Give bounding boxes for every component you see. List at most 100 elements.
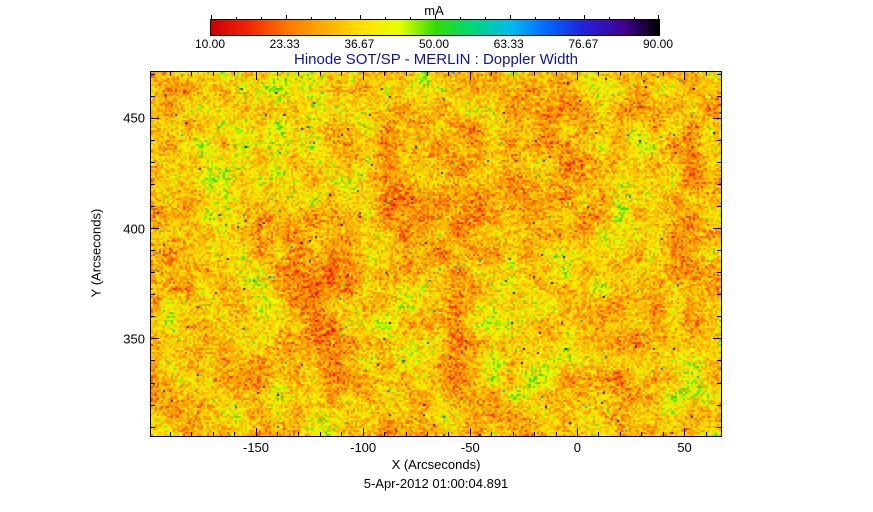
y-minor-tick xyxy=(151,294,155,296)
y-minor-tick xyxy=(717,404,721,406)
y-minor-tick xyxy=(717,161,721,163)
colorbar-minor-tick xyxy=(260,17,262,20)
x-minor-tick xyxy=(512,432,514,436)
x-major-tick xyxy=(362,72,364,80)
x-major-tick xyxy=(469,428,471,436)
x-minor-tick xyxy=(169,432,171,436)
x-minor-tick xyxy=(598,72,600,76)
x-minor-tick xyxy=(619,432,621,436)
x-minor-tick xyxy=(384,72,386,76)
colorbar-major-tick xyxy=(584,15,586,20)
x-minor-tick xyxy=(276,72,278,76)
y-minor-tick xyxy=(717,184,721,185)
x-minor-tick xyxy=(555,432,557,436)
y-minor-tick xyxy=(151,360,155,362)
y-minor-tick xyxy=(151,250,155,252)
x-minor-tick xyxy=(298,432,300,436)
x-minor-tick xyxy=(191,72,193,76)
x-minor-tick xyxy=(641,72,643,76)
y-minor-tick xyxy=(717,250,721,252)
colorbar-tick-label: 36.67 xyxy=(344,37,375,51)
x-minor-tick xyxy=(212,72,214,76)
colorbar-tick-label: 76.67 xyxy=(568,37,599,51)
x-tick-label: -100 xyxy=(350,440,377,455)
colorbar-minor-tick xyxy=(235,17,237,20)
y-minor-tick xyxy=(151,382,155,384)
colorbar-minor-tick xyxy=(385,17,387,20)
colorbar-tick-label: 23.33 xyxy=(269,37,300,51)
x-minor-tick xyxy=(534,432,536,436)
x-minor-tick xyxy=(426,72,428,76)
x-major-tick xyxy=(684,72,686,80)
y-minor-tick xyxy=(717,73,721,75)
y-tick-label: 400 xyxy=(123,221,145,237)
y-major-tick xyxy=(151,117,159,119)
x-minor-tick xyxy=(491,432,493,436)
x-minor-tick xyxy=(555,72,557,76)
colorbar-major-tick xyxy=(509,15,511,20)
x-minor-tick xyxy=(426,432,428,436)
y-minor-tick xyxy=(717,316,721,318)
y-minor-tick xyxy=(717,95,721,97)
x-major-tick xyxy=(255,72,257,80)
y-major-tick xyxy=(151,338,159,340)
y-minor-tick xyxy=(151,73,155,75)
colorbar-minor-tick xyxy=(410,17,412,20)
colorbar-minor-tick xyxy=(310,17,312,20)
x-minor-tick xyxy=(705,432,707,436)
x-minor-tick xyxy=(598,432,600,436)
y-minor-tick xyxy=(151,161,155,163)
x-tick-label: -150 xyxy=(242,440,270,455)
colorbar-minor-tick xyxy=(534,17,536,20)
x-minor-tick xyxy=(169,72,171,76)
y-minor-tick xyxy=(717,360,721,362)
colorbar-major-tick xyxy=(435,15,436,20)
colorbar-major-tick xyxy=(211,15,212,20)
colorbar-major-tick xyxy=(285,15,287,20)
x-minor-tick xyxy=(405,72,407,76)
colorbar-major-tick xyxy=(360,15,362,20)
y-tick-label: 450 xyxy=(123,110,145,126)
y-major-tick xyxy=(713,338,721,340)
x-major-tick xyxy=(576,428,578,436)
colorbar-minor-tick xyxy=(459,17,461,20)
x-major-tick xyxy=(684,428,686,436)
x-minor-tick xyxy=(212,432,214,436)
y-minor-tick xyxy=(717,382,721,384)
x-minor-tick xyxy=(341,72,343,76)
x-major-tick xyxy=(255,428,257,436)
y-minor-tick xyxy=(717,206,721,208)
colorbar-minor-tick xyxy=(335,17,337,20)
x-minor-tick xyxy=(448,72,450,76)
colorbar-major-tick xyxy=(658,15,659,20)
x-minor-tick xyxy=(448,432,450,436)
x-minor-tick xyxy=(298,72,300,76)
y-minor-tick xyxy=(717,139,721,141)
x-major-tick xyxy=(469,72,471,80)
x-minor-tick xyxy=(191,432,193,436)
x-axis-label: X (Arcseconds) xyxy=(391,457,481,472)
y-minor-tick xyxy=(151,139,155,141)
colorbar-tick-label: 10.00 xyxy=(194,37,226,51)
x-minor-tick xyxy=(534,72,536,76)
heatmap-canvas xyxy=(151,72,721,436)
x-minor-tick xyxy=(619,72,621,76)
plot-area xyxy=(150,71,722,437)
y-tick-label: 350 xyxy=(123,331,145,347)
x-minor-tick xyxy=(319,432,321,436)
y-major-tick xyxy=(151,228,159,230)
colorbar-tick-label: 90.00 xyxy=(642,37,674,51)
chart-title: Hinode SOT/SP - MERLIN : Doppler Width xyxy=(294,51,578,68)
y-minor-tick xyxy=(151,316,155,318)
x-minor-tick xyxy=(512,72,514,76)
colorbar-minor-tick xyxy=(609,17,611,20)
colorbar-minor-tick xyxy=(634,17,636,20)
x-minor-tick xyxy=(276,432,278,436)
x-major-tick xyxy=(362,428,364,436)
colorbar-tick-label: 50.00 xyxy=(418,37,450,51)
colorbar xyxy=(210,15,660,36)
colorbar-minor-tick xyxy=(559,17,561,20)
y-minor-tick xyxy=(151,95,155,97)
y-axis-label: Y (Arcseconds) xyxy=(88,208,104,298)
